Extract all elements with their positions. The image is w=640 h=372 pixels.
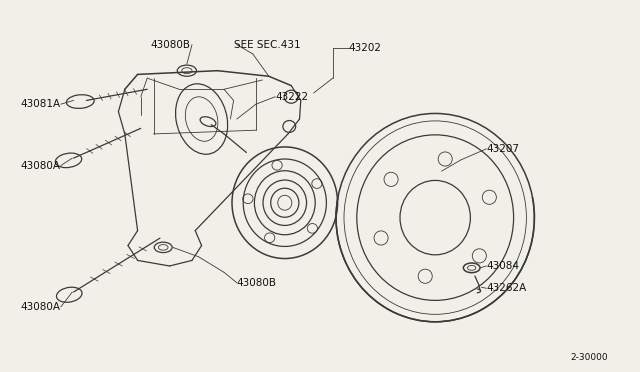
Text: SEE SEC.431: SEE SEC.431 (234, 40, 300, 49)
Text: 43222: 43222 (275, 92, 308, 102)
Text: 43207: 43207 (486, 144, 520, 154)
Text: 43081A: 43081A (20, 99, 61, 109)
Text: 43084: 43084 (486, 261, 520, 271)
Text: 2-30000: 2-30000 (570, 353, 608, 362)
Text: 43080A: 43080A (20, 161, 61, 170)
Text: 43080A: 43080A (20, 302, 61, 312)
Text: 43080B: 43080B (237, 278, 277, 288)
Text: 43262A: 43262A (486, 283, 527, 293)
Text: 43080B: 43080B (151, 40, 191, 49)
Text: 43202: 43202 (349, 44, 382, 53)
